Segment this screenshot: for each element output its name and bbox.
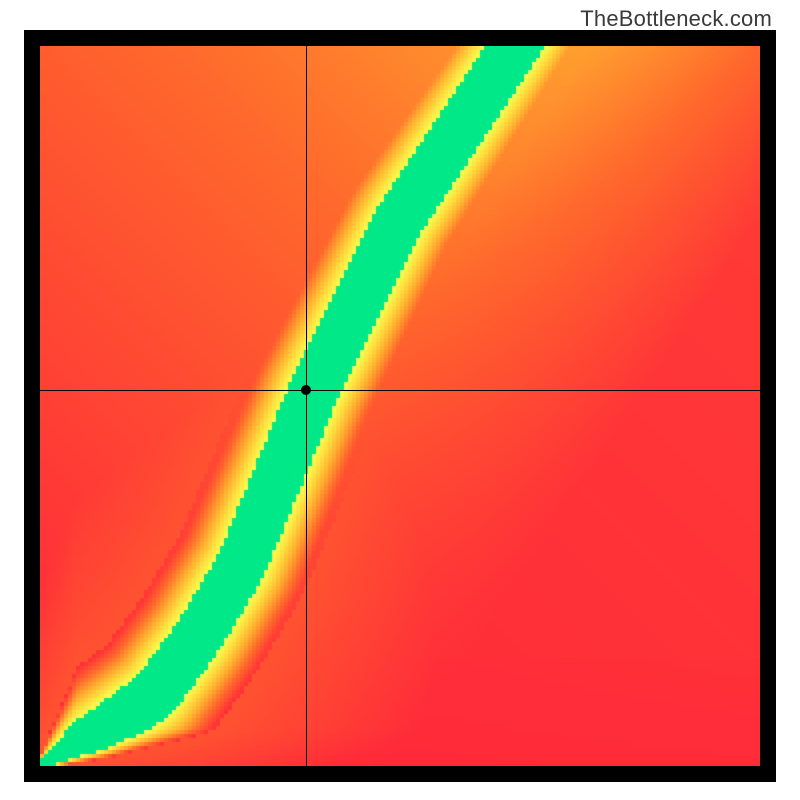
- crosshair-vertical: [306, 46, 307, 766]
- heatmap-plot: [40, 46, 760, 766]
- crosshair-marker: [301, 385, 311, 395]
- chart-frame: [24, 30, 776, 782]
- crosshair-horizontal: [40, 390, 760, 391]
- watermark-text: TheBottleneck.com: [580, 6, 772, 32]
- heatmap-canvas: [40, 46, 760, 766]
